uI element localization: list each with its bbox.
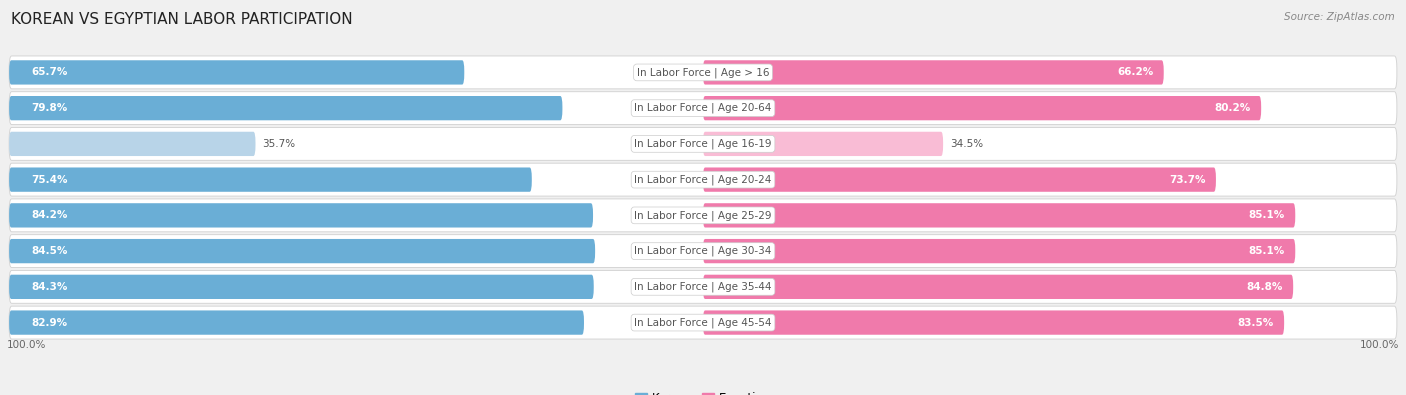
Text: 80.2%: 80.2% (1215, 103, 1251, 113)
Text: 34.5%: 34.5% (950, 139, 983, 149)
Text: Source: ZipAtlas.com: Source: ZipAtlas.com (1284, 12, 1395, 22)
Text: In Labor Force | Age 20-64: In Labor Force | Age 20-64 (634, 103, 772, 113)
Text: 73.7%: 73.7% (1168, 175, 1205, 184)
FancyBboxPatch shape (8, 203, 593, 228)
FancyBboxPatch shape (8, 167, 531, 192)
FancyBboxPatch shape (8, 163, 1398, 196)
FancyBboxPatch shape (8, 306, 1398, 339)
FancyBboxPatch shape (703, 310, 1284, 335)
Text: 85.1%: 85.1% (1249, 211, 1285, 220)
FancyBboxPatch shape (8, 235, 1398, 267)
FancyBboxPatch shape (8, 128, 1398, 160)
FancyBboxPatch shape (703, 60, 1164, 85)
Text: 100.0%: 100.0% (1360, 340, 1399, 350)
Text: In Labor Force | Age 45-54: In Labor Force | Age 45-54 (634, 317, 772, 328)
Legend: Korean, Egyptian: Korean, Egyptian (633, 390, 773, 395)
FancyBboxPatch shape (8, 239, 595, 263)
Text: KOREAN VS EGYPTIAN LABOR PARTICIPATION: KOREAN VS EGYPTIAN LABOR PARTICIPATION (11, 12, 353, 27)
FancyBboxPatch shape (703, 239, 1295, 263)
Text: In Labor Force | Age 35-44: In Labor Force | Age 35-44 (634, 282, 772, 292)
Text: 84.3%: 84.3% (31, 282, 67, 292)
FancyBboxPatch shape (8, 60, 464, 85)
Text: 79.8%: 79.8% (31, 103, 67, 113)
Text: In Labor Force | Age 30-34: In Labor Force | Age 30-34 (634, 246, 772, 256)
Text: 83.5%: 83.5% (1237, 318, 1274, 327)
FancyBboxPatch shape (703, 132, 943, 156)
FancyBboxPatch shape (703, 96, 1261, 120)
FancyBboxPatch shape (703, 275, 1294, 299)
Text: In Labor Force | Age 16-19: In Labor Force | Age 16-19 (634, 139, 772, 149)
FancyBboxPatch shape (8, 271, 1398, 303)
FancyBboxPatch shape (8, 275, 593, 299)
Text: 84.8%: 84.8% (1246, 282, 1282, 292)
Text: 85.1%: 85.1% (1249, 246, 1285, 256)
Text: 35.7%: 35.7% (263, 139, 295, 149)
Text: In Labor Force | Age 25-29: In Labor Force | Age 25-29 (634, 210, 772, 221)
Text: 100.0%: 100.0% (7, 340, 46, 350)
Text: 75.4%: 75.4% (31, 175, 67, 184)
FancyBboxPatch shape (8, 310, 583, 335)
Text: 65.7%: 65.7% (31, 68, 67, 77)
Text: In Labor Force | Age 20-24: In Labor Force | Age 20-24 (634, 174, 772, 185)
FancyBboxPatch shape (8, 199, 1398, 232)
Text: 84.2%: 84.2% (31, 211, 67, 220)
FancyBboxPatch shape (703, 203, 1295, 228)
FancyBboxPatch shape (8, 92, 1398, 124)
Text: 66.2%: 66.2% (1116, 68, 1153, 77)
FancyBboxPatch shape (8, 132, 256, 156)
FancyBboxPatch shape (703, 167, 1216, 192)
FancyBboxPatch shape (8, 56, 1398, 89)
Text: 84.5%: 84.5% (31, 246, 67, 256)
Text: In Labor Force | Age > 16: In Labor Force | Age > 16 (637, 67, 769, 78)
Text: 82.9%: 82.9% (31, 318, 67, 327)
FancyBboxPatch shape (8, 96, 562, 120)
